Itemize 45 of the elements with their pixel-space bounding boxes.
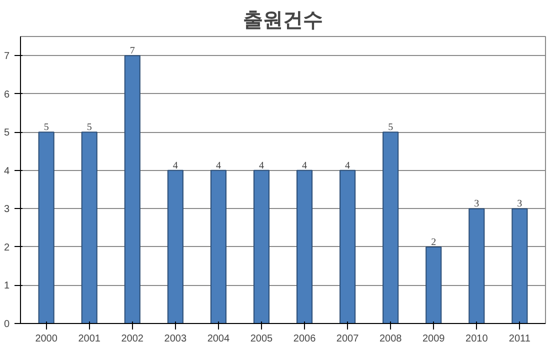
bar bbox=[124, 55, 140, 324]
x-tick-label: 2011 bbox=[508, 334, 531, 344]
y-tick-label: 2 bbox=[4, 242, 10, 254]
bar bbox=[38, 132, 54, 324]
bar bbox=[253, 170, 270, 324]
bar bbox=[382, 132, 399, 324]
chart-title: 출원건수 bbox=[243, 8, 323, 32]
data-label: 4 bbox=[216, 160, 221, 172]
x-tick-label: 2001 bbox=[78, 334, 101, 344]
data-label: 5 bbox=[388, 122, 394, 134]
data-label: 3 bbox=[517, 198, 522, 210]
y-tick-label: 5 bbox=[4, 128, 10, 139]
data-label: 5 bbox=[44, 122, 49, 134]
x-tick-label: 2008 bbox=[379, 334, 402, 344]
data-label: 4 bbox=[345, 160, 350, 172]
bar bbox=[426, 246, 442, 324]
y-tick-label: 7 bbox=[4, 51, 10, 62]
y-tick-label: 3 bbox=[4, 204, 10, 216]
bar bbox=[81, 132, 98, 324]
bar bbox=[340, 170, 356, 324]
x-tick-label: 2005 bbox=[250, 334, 274, 344]
x-tick-label: 2010 bbox=[466, 334, 488, 344]
y-tick-label: 0 bbox=[4, 319, 10, 330]
x-tick-label: 2004 bbox=[207, 334, 230, 344]
bar bbox=[512, 208, 528, 324]
x-tick-label: 2007 bbox=[336, 334, 360, 344]
x-tick-label: 2002 bbox=[121, 334, 144, 344]
data-label: 4 bbox=[172, 160, 178, 172]
data-label: 2 bbox=[431, 236, 436, 248]
x-tick-label: 2006 bbox=[293, 334, 316, 344]
x-tick-label: 2009 bbox=[422, 334, 446, 344]
bar bbox=[296, 170, 313, 324]
data-label: 7 bbox=[130, 46, 135, 57]
data-label: 3 bbox=[474, 198, 480, 210]
data-label: 4 bbox=[258, 160, 264, 172]
bar bbox=[210, 170, 226, 324]
data-label: 5 bbox=[86, 122, 92, 134]
x-tick-label: 2003 bbox=[164, 334, 187, 344]
y-tick-label: 4 bbox=[4, 166, 10, 177]
x-tick-label: 2000 bbox=[35, 334, 58, 344]
bar bbox=[468, 208, 485, 324]
y-tick-label: 1 bbox=[4, 280, 10, 292]
data-label: 4 bbox=[302, 160, 308, 172]
y-tick-label: 6 bbox=[4, 89, 10, 100]
bar bbox=[167, 170, 184, 324]
